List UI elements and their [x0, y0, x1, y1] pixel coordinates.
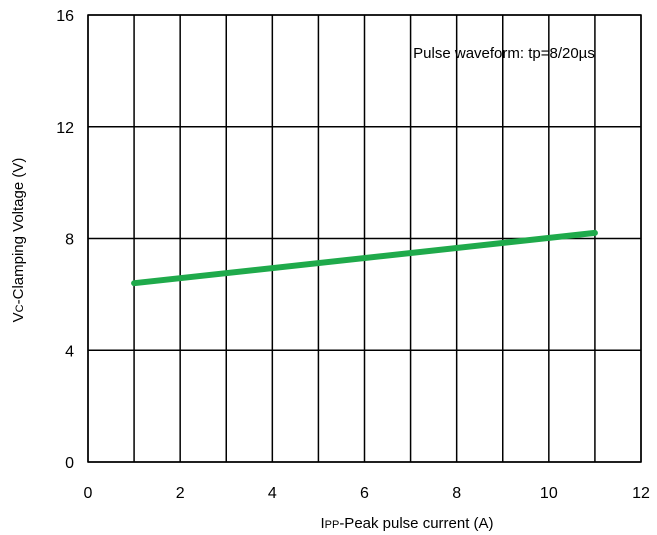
- grid: [87, 14, 642, 463]
- x-tick-label: 10: [540, 485, 558, 502]
- y-axis-label-rest: -Clamping Voltage (V): [10, 158, 27, 305]
- y-axis-label-main: V: [10, 312, 27, 322]
- series-lines: [131, 229, 598, 287]
- x-axis-label-main: I: [320, 515, 324, 532]
- series-line: [131, 229, 598, 287]
- x-axis-label: IPP-Peak pulse current (A): [320, 515, 493, 532]
- annotation: Pulse waveform: tp=8/20µs: [413, 45, 595, 62]
- x-axis-label-sub: PP: [325, 519, 340, 531]
- y-axis-label: VC-Clamping Voltage (V): [10, 158, 27, 323]
- y-tick-label: 8: [65, 232, 74, 249]
- y-tick-label: 12: [56, 120, 74, 137]
- y-tick-labels: 0 4 8 12 16: [56, 8, 74, 472]
- y-tick-label: 0: [65, 455, 74, 472]
- x-tick-label: 4: [268, 485, 277, 502]
- x-tick-label: 6: [360, 485, 369, 502]
- y-axis-label-sub: C: [14, 304, 26, 312]
- x-tick-labels: 0 2 4 6 8 10 12: [84, 485, 650, 502]
- x-tick-label: 2: [176, 485, 185, 502]
- plot-frame: [87, 14, 642, 463]
- x-axis-label-rest: -Peak pulse current (A): [339, 515, 493, 532]
- x-tick-label: 0: [84, 485, 93, 502]
- x-tick-label: 8: [452, 485, 461, 502]
- x-tick-label: 12: [632, 485, 650, 502]
- y-tick-label: 4: [65, 343, 74, 360]
- y-tick-label: 16: [56, 8, 74, 25]
